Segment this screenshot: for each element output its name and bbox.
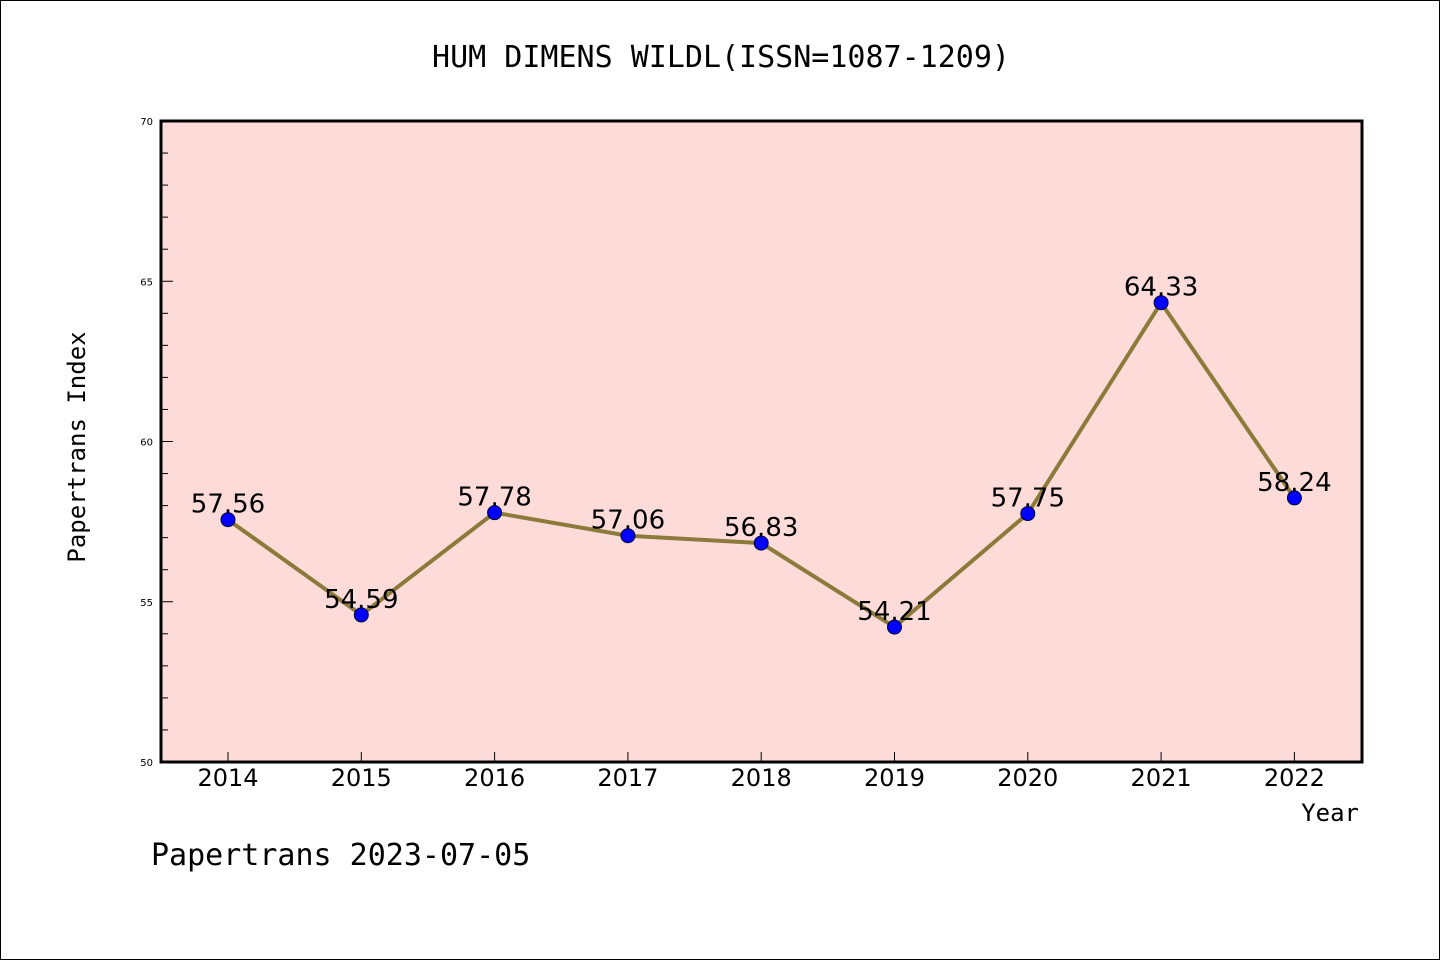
data-label: 57.56 [191, 490, 265, 520]
plot-area [159, 119, 1364, 764]
data-label: 57.06 [591, 506, 665, 536]
data-point [1286, 490, 1302, 506]
x-tick-label: 2020 [997, 764, 1058, 792]
x-tick-label: 2017 [597, 764, 658, 792]
x-tick-label: 2016 [464, 764, 525, 792]
series-markers [220, 295, 1302, 635]
data-label: 54.59 [324, 585, 398, 615]
data-point [487, 505, 503, 521]
data-labels: 57.56 54.59 57.78 57.06 56.83 54.21 57.75 64.33… [191, 273, 1332, 627]
data-point [753, 535, 769, 551]
y-tick-label: 65 [140, 277, 153, 288]
data-point [1153, 295, 1169, 311]
x-tick-label: 2022 [1264, 764, 1325, 792]
data-point [620, 528, 636, 544]
x-axis: 2014 2015 2016 2017 2018 2019 2020 2021 2022 [197, 752, 1325, 792]
y-tick-label: 60 [140, 438, 153, 449]
data-label: 57.75 [991, 484, 1065, 514]
data-point [353, 607, 369, 623]
chart-title: HUM DIMENS WILDL(ISSN=1087-1209) [432, 40, 1010, 75]
data-point [1020, 506, 1036, 522]
x-tick-label: 2021 [1131, 764, 1192, 792]
y-tick-label: 50 [140, 758, 153, 769]
y-axis-label: Papertrans Index [63, 331, 91, 562]
y-axis: 50 55 60 65 70 [140, 117, 173, 769]
data-label: 56.83 [724, 513, 798, 543]
x-tick-label: 2018 [731, 764, 792, 792]
footer-text: Papertrans 2023-07-05 [151, 838, 530, 873]
x-tick-label: 2014 [197, 764, 258, 792]
data-label: 58.24 [1257, 468, 1331, 498]
data-label: 64.33 [1124, 273, 1198, 303]
x-tick-label: 2015 [331, 764, 392, 792]
x-axis-label: Year [1301, 799, 1359, 827]
y-tick-label: 70 [140, 117, 153, 128]
x-tick-label: 2019 [864, 764, 925, 792]
data-label: 54.21 [857, 597, 931, 627]
data-point [220, 512, 236, 528]
data-label: 57.78 [457, 483, 531, 513]
data-point [887, 619, 902, 635]
y-tick-label: 55 [140, 598, 153, 609]
